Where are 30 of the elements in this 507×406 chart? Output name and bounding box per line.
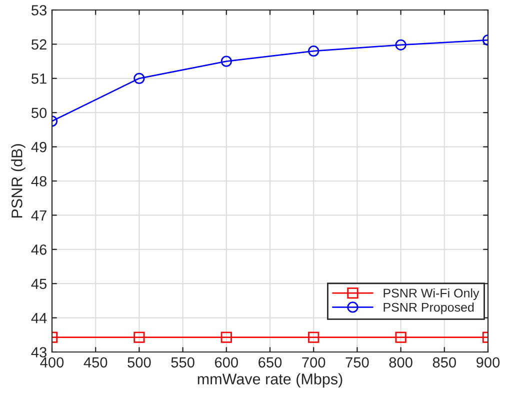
x-axis-title: mmWave rate (Mbps) [198, 373, 342, 388]
y-tick-label: 50 [32, 108, 47, 118]
x-tick-label: 750 [346, 357, 369, 368]
y-tick-label: 48 [31, 176, 47, 186]
x-tick-label: 900 [476, 357, 500, 368]
point [220, 56, 232, 67]
point [308, 332, 320, 343]
y-tick-label: 43 [31, 347, 46, 358]
y-tick-label: 46 [31, 244, 46, 255]
y-tick-label: 44 [31, 313, 47, 324]
x-tick-label: 600 [214, 357, 238, 368]
y-axis-title: PSNR (dB) [11, 144, 26, 218]
x-tick-label: 650 [258, 357, 282, 368]
x-tick-label: 700 [302, 357, 326, 368]
y-tick-label: 47 [31, 210, 46, 220]
y-tick-label: 45 [31, 278, 47, 290]
y-tick-label: 51 [32, 74, 46, 84]
y-tick-label: 53 [32, 5, 46, 16]
x-tick-label: 550 [171, 357, 194, 368]
x-tick-label: 800 [389, 357, 412, 368]
legend-label: PSNR Wi-Fi Only [384, 288, 480, 300]
y-tick-label: 52 [32, 39, 46, 50]
x-tick-label: 450 [84, 357, 108, 368]
y-tick-label: 49 [31, 142, 46, 152]
legend-label: PSNR Proposed [384, 302, 474, 314]
point [220, 332, 232, 343]
x-tick-label: 850 [432, 357, 456, 368]
x-tick-label: 500 [128, 357, 151, 368]
point [308, 45, 320, 57]
x-tick-label: 400 [40, 357, 64, 368]
